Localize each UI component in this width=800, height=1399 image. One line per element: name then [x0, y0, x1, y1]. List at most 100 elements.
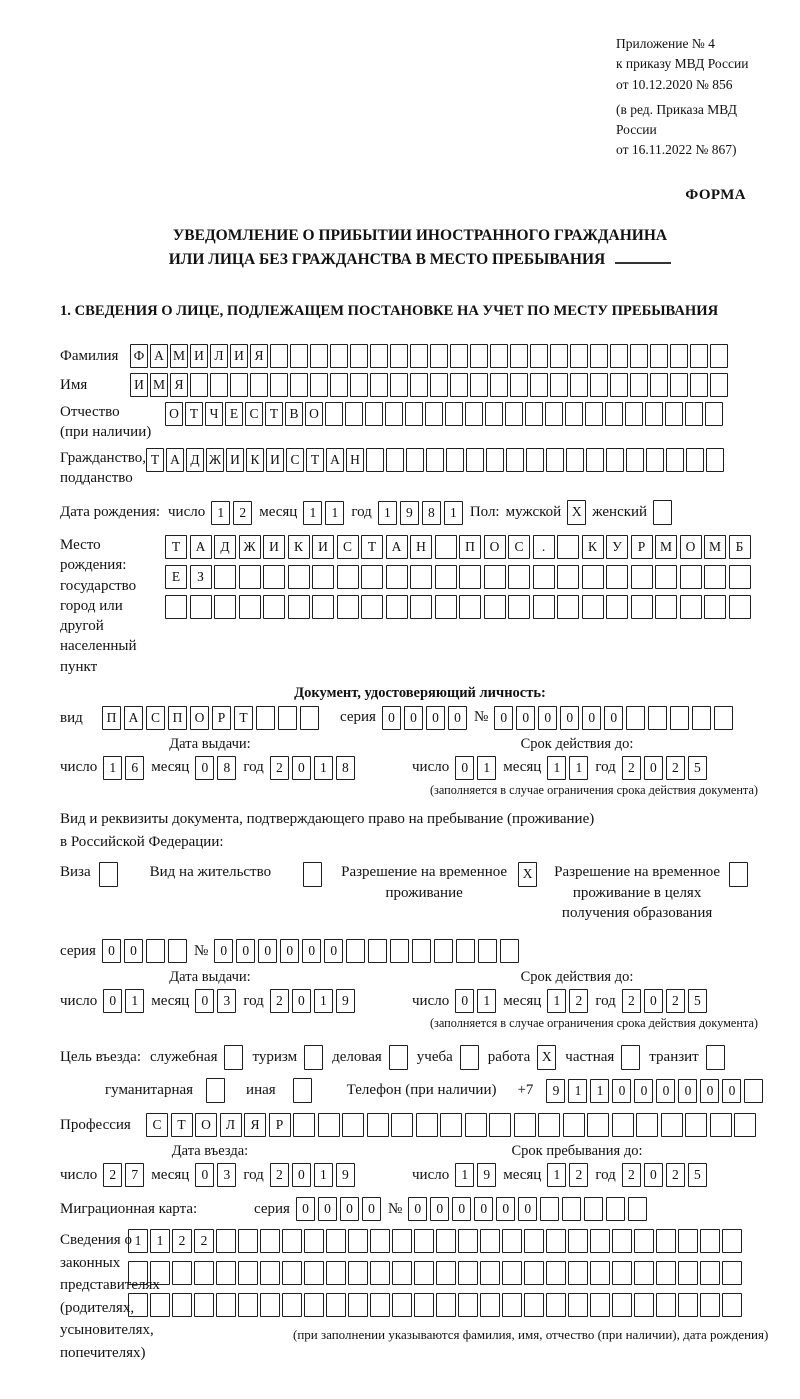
char-cell[interactable]: 0 — [295, 1197, 315, 1222]
char-cell[interactable]: 0 — [604, 705, 624, 730]
char-cell[interactable] — [610, 373, 628, 398]
char-cell[interactable] — [326, 1261, 346, 1286]
char-cell[interactable]: 1 — [377, 500, 397, 525]
char-cell[interactable] — [665, 402, 683, 427]
legal-reps-row3[interactable] — [128, 1293, 780, 1318]
char-cell[interactable] — [606, 1197, 626, 1222]
char-cell[interactable] — [194, 1293, 214, 1318]
char-cell[interactable] — [590, 1293, 610, 1318]
char-cell[interactable]: 0 — [612, 1078, 632, 1103]
char-cell[interactable] — [434, 939, 454, 964]
char-cell[interactable] — [310, 373, 328, 398]
char-cell[interactable]: 2 — [269, 1163, 289, 1188]
char-cell[interactable] — [368, 939, 388, 964]
char-cell[interactable] — [714, 705, 734, 730]
char-cell[interactable]: 1 — [547, 755, 567, 780]
char-cell[interactable] — [366, 447, 384, 472]
char-cell[interactable] — [348, 1229, 368, 1254]
char-cell[interactable] — [456, 939, 476, 964]
char-cell[interactable] — [290, 344, 308, 369]
char-cell[interactable] — [330, 344, 348, 369]
char-cell[interactable] — [459, 1045, 479, 1071]
char-cell[interactable]: 0 — [101, 939, 121, 964]
char-cell[interactable] — [700, 1261, 720, 1286]
char-cell[interactable] — [370, 1261, 390, 1286]
char-cell[interactable] — [612, 1229, 632, 1254]
char-cell[interactable] — [216, 1293, 236, 1318]
char-cell[interactable] — [566, 447, 584, 472]
char-cell[interactable]: 1 — [477, 989, 497, 1014]
char-cell[interactable] — [513, 1113, 536, 1138]
char-cell[interactable]: Т — [146, 447, 164, 472]
char-cell[interactable] — [365, 402, 383, 427]
char-cell[interactable]: В — [285, 402, 303, 427]
char-cell[interactable]: 2 — [621, 989, 641, 1014]
char-cell[interactable] — [414, 1293, 434, 1318]
char-cell[interactable] — [678, 1293, 698, 1318]
char-cell[interactable] — [304, 1261, 324, 1286]
char-cell[interactable]: X — [567, 500, 587, 526]
char-cell[interactable]: Р — [630, 535, 653, 560]
char-cell[interactable]: И — [130, 373, 148, 398]
char-cell[interactable]: Д — [186, 447, 204, 472]
char-cell[interactable] — [710, 344, 728, 369]
char-cell[interactable]: 0 — [258, 939, 278, 964]
char-cell[interactable]: 1 — [313, 989, 333, 1014]
official-checkbox[interactable] — [224, 1045, 245, 1071]
char-cell[interactable] — [415, 1113, 438, 1138]
char-cell[interactable] — [390, 344, 408, 369]
char-cell[interactable]: 0 — [700, 1078, 720, 1103]
char-cell[interactable] — [190, 373, 208, 398]
char-cell[interactable]: Б — [728, 535, 751, 560]
char-cell[interactable] — [206, 1078, 226, 1104]
char-cell[interactable]: О — [190, 705, 209, 730]
char-cell[interactable]: 2 — [621, 1163, 641, 1188]
char-cell[interactable]: 0 — [403, 705, 423, 730]
char-cell[interactable]: А — [326, 447, 344, 472]
char-cell[interactable]: Ф — [130, 344, 148, 369]
private-checkbox[interactable] — [621, 1045, 642, 1071]
female-checkbox[interactable] — [653, 500, 674, 526]
char-cell[interactable] — [370, 1229, 390, 1254]
char-cell[interactable]: 0 — [291, 989, 311, 1014]
char-cell[interactable] — [230, 373, 248, 398]
char-cell[interactable]: 0 — [538, 705, 558, 730]
char-cell[interactable]: К — [581, 535, 604, 560]
char-cell[interactable] — [690, 373, 708, 398]
visa-checkbox[interactable] — [98, 862, 120, 888]
char-cell[interactable] — [650, 344, 668, 369]
char-cell[interactable] — [562, 1113, 585, 1138]
char-cell[interactable] — [260, 1293, 280, 1318]
char-cell[interactable] — [532, 595, 555, 620]
char-cell[interactable] — [370, 1293, 390, 1318]
char-cell[interactable] — [414, 1229, 434, 1254]
char-cell[interactable]: 0 — [280, 939, 300, 964]
char-cell[interactable]: 0 — [455, 755, 475, 780]
char-cell[interactable]: 2 — [665, 755, 685, 780]
work-checkbox[interactable]: X — [537, 1045, 558, 1071]
char-cell[interactable]: 1 — [477, 755, 497, 780]
char-cell[interactable] — [430, 373, 448, 398]
char-cell[interactable]: . — [532, 535, 555, 560]
char-cell[interactable] — [546, 447, 564, 472]
char-cell[interactable] — [426, 447, 444, 472]
char-cell[interactable]: Л — [210, 344, 228, 369]
char-cell[interactable]: 6 — [125, 755, 145, 780]
char-cell[interactable]: 0 — [195, 755, 215, 780]
char-cell[interactable] — [326, 1229, 346, 1254]
char-cell[interactable]: 2 — [569, 989, 589, 1014]
char-cell[interactable] — [706, 447, 724, 472]
char-cell[interactable] — [312, 595, 334, 620]
char-cell[interactable] — [526, 447, 544, 472]
char-cell[interactable] — [390, 939, 410, 964]
other-checkbox[interactable] — [292, 1078, 314, 1104]
char-cell[interactable] — [317, 1113, 340, 1138]
char-cell[interactable] — [366, 1113, 389, 1138]
char-cell[interactable]: О — [305, 402, 323, 427]
char-cell[interactable] — [282, 1261, 302, 1286]
char-cell[interactable]: 1 — [303, 500, 323, 525]
